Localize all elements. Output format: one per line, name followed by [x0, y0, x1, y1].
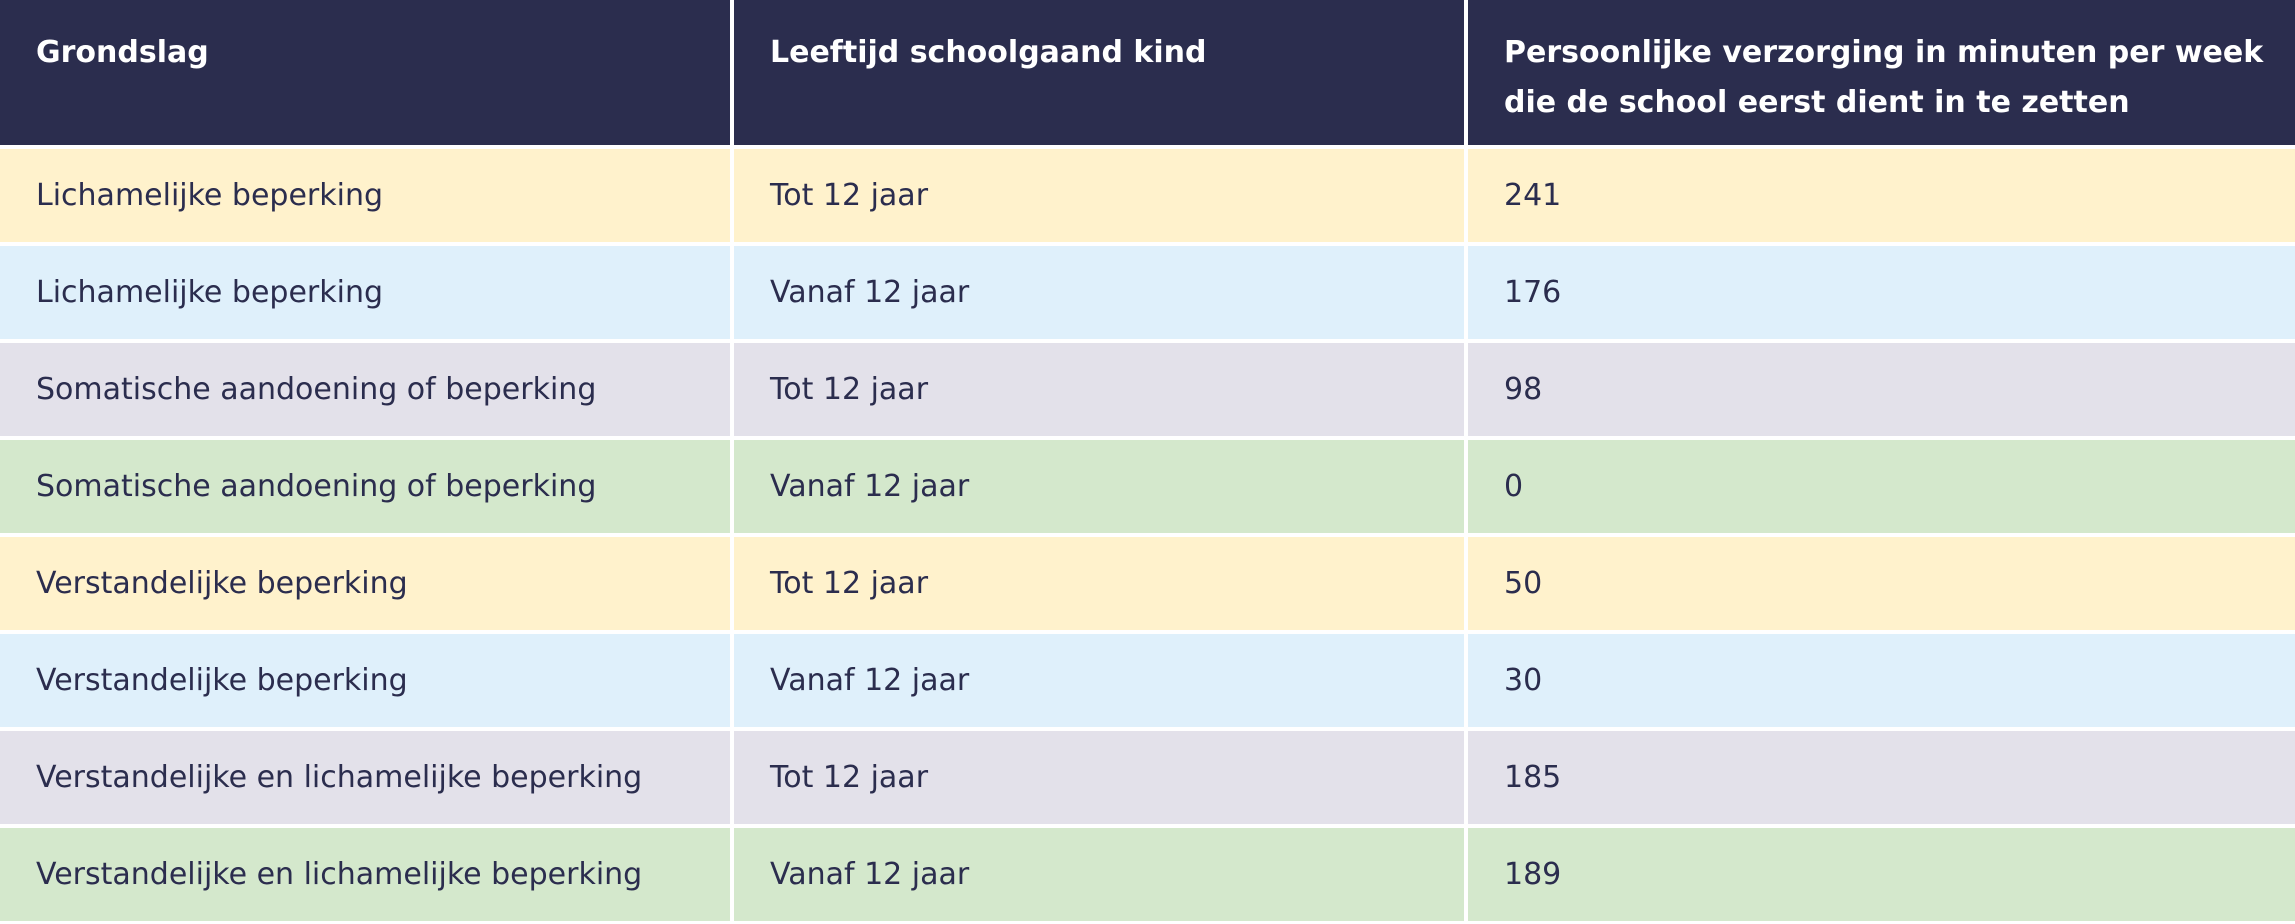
cell-minuten: 98 [1468, 343, 2295, 436]
cell-leeftijd: Vanaf 12 jaar [734, 440, 1468, 533]
table-header-row: Grondslag Leeftijd schoolgaand kind Pers… [0, 0, 2295, 145]
cell-grondslag: Somatische aandoening of beperking [0, 440, 734, 533]
cell-grondslag: Lichamelijke beperking [0, 149, 734, 242]
table-row: Lichamelijke beperking Vanaf 12 jaar 176 [0, 242, 2295, 339]
cell-grondslag: Verstandelijke en lichamelijke beperking [0, 828, 734, 921]
header-minuten: Persoonlijke verzorging in minuten per w… [1468, 0, 2295, 145]
cell-minuten: 241 [1468, 149, 2295, 242]
table-row: Lichamelijke beperking Tot 12 jaar 241 [0, 145, 2295, 242]
header-grondslag: Grondslag [0, 0, 734, 145]
header-leeftijd-label: Leeftijd schoolgaand kind [770, 35, 1207, 70]
table-row: Somatische aandoening of beperking Vanaf… [0, 436, 2295, 533]
header-grondslag-label: Grondslag [36, 35, 209, 70]
cell-leeftijd: Vanaf 12 jaar [734, 634, 1468, 727]
cell-grondslag: Lichamelijke beperking [0, 246, 734, 339]
cell-leeftijd: Tot 12 jaar [734, 731, 1468, 824]
table-row: Verstandelijke beperking Vanaf 12 jaar 3… [0, 630, 2295, 727]
table-row: Verstandelijke beperking Tot 12 jaar 50 [0, 533, 2295, 630]
header-leeftijd: Leeftijd schoolgaand kind [734, 0, 1468, 145]
cell-grondslag: Verstandelijke beperking [0, 537, 734, 630]
cell-minuten: 185 [1468, 731, 2295, 824]
cell-minuten: 50 [1468, 537, 2295, 630]
cell-grondslag: Somatische aandoening of beperking [0, 343, 734, 436]
cell-minuten: 0 [1468, 440, 2295, 533]
cell-minuten: 30 [1468, 634, 2295, 727]
table-row: Verstandelijke en lichamelijke beperking… [0, 824, 2295, 921]
table-row: Somatische aandoening of beperking Tot 1… [0, 339, 2295, 436]
cell-minuten: 189 [1468, 828, 2295, 921]
cell-leeftijd: Tot 12 jaar [734, 149, 1468, 242]
cell-leeftijd: Vanaf 12 jaar [734, 246, 1468, 339]
cell-grondslag: Verstandelijke en lichamelijke beperking [0, 731, 734, 824]
cell-grondslag: Verstandelijke beperking [0, 634, 734, 727]
cell-leeftijd: Vanaf 12 jaar [734, 828, 1468, 921]
cell-leeftijd: Tot 12 jaar [734, 343, 1468, 436]
cell-leeftijd: Tot 12 jaar [734, 537, 1468, 630]
table-row: Verstandelijke en lichamelijke beperking… [0, 727, 2295, 824]
cell-minuten: 176 [1468, 246, 2295, 339]
header-minuten-label: Persoonlijke verzorging in minuten per w… [1504, 35, 2264, 120]
